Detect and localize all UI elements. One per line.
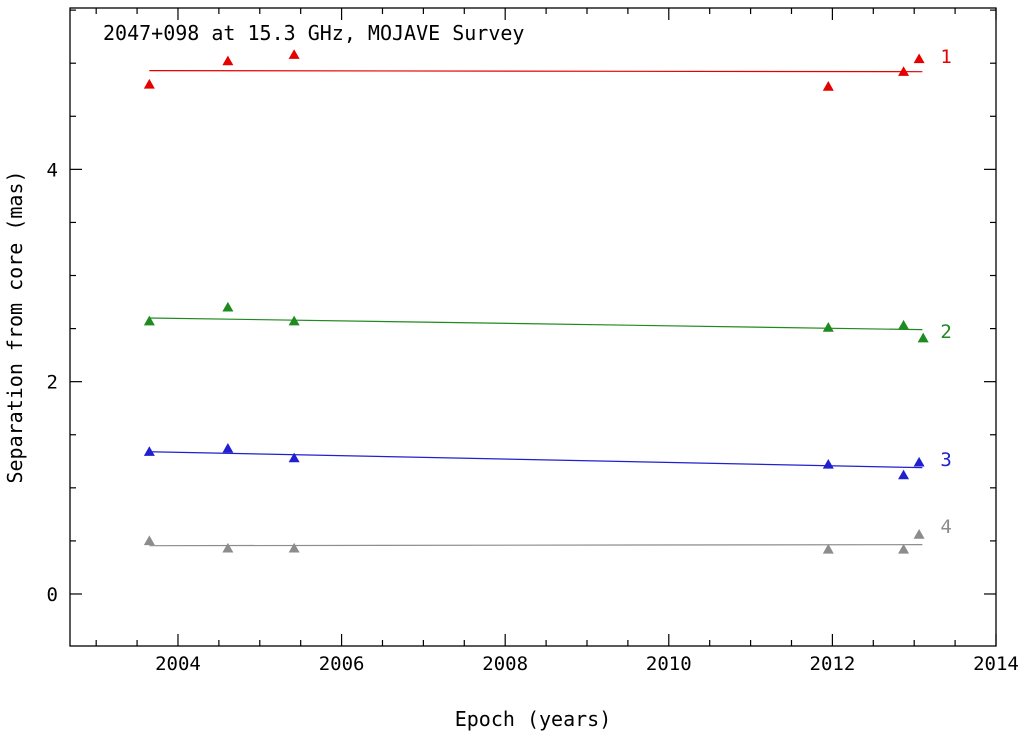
y-tick-label: 0	[47, 584, 58, 606]
chart-dynamic-layer: 2004 2006 2008 2010 2012 2014 0 2 4 1 2 3 4	[47, 7, 1019, 675]
data-point-component-1	[898, 66, 910, 76]
x-axis-label: Epoch (years)	[455, 707, 612, 731]
series-label-component-2: 2	[940, 321, 951, 343]
series-label-component-1: 1	[940, 46, 951, 68]
data-point-component-1	[822, 81, 834, 91]
fit-line-component-2	[149, 317, 923, 331]
data-point-component-3	[143, 446, 155, 456]
data-point-component-1	[222, 55, 234, 66]
data-point-component-4	[822, 543, 834, 554]
data-point-component-3	[822, 458, 834, 469]
y-tick-label: 4	[47, 159, 58, 181]
x-tick-label: 2012	[810, 653, 856, 675]
y-tick-label: 2	[47, 372, 58, 394]
chart-title: 2047+098 at 15.3 GHz, MOJAVE Survey	[103, 21, 524, 45]
data-point-component-2	[898, 319, 910, 330]
data-point-component-1	[288, 49, 300, 59]
series-label-component-4: 4	[940, 516, 951, 538]
x-tick-label: 2004	[155, 653, 201, 675]
plot-frame	[69, 7, 997, 647]
fit-line-component-4	[149, 544, 923, 547]
fit-line-component-3	[149, 451, 923, 469]
data-point-component-4	[913, 529, 925, 539]
data-point-component-2	[222, 301, 234, 312]
data-point-component-4	[288, 542, 300, 553]
data-point-component-2	[917, 332, 929, 343]
fit-line-component-1	[149, 70, 923, 73]
data-point-component-3	[913, 456, 925, 467]
series-label-component-3: 3	[940, 449, 951, 471]
data-point-component-1	[143, 78, 155, 89]
x-tick-label: 2006	[319, 653, 365, 675]
data-point-component-3	[288, 452, 300, 463]
data-point-component-4	[143, 535, 155, 546]
x-tick-label: 2014	[973, 653, 1019, 675]
x-tick-label: 2008	[482, 653, 528, 675]
x-tick-label: 2010	[646, 653, 692, 675]
data-point-component-4	[898, 543, 910, 554]
data-point-component-4	[222, 542, 234, 553]
data-point-component-3	[898, 469, 910, 480]
data-point-component-3	[222, 443, 234, 453]
y-axis-label: Separation from core (mas)	[3, 170, 27, 483]
data-point-component-2	[288, 315, 300, 326]
data-point-component-1	[913, 53, 925, 64]
data-point-component-2	[143, 315, 155, 326]
data-point-component-2	[822, 322, 834, 332]
